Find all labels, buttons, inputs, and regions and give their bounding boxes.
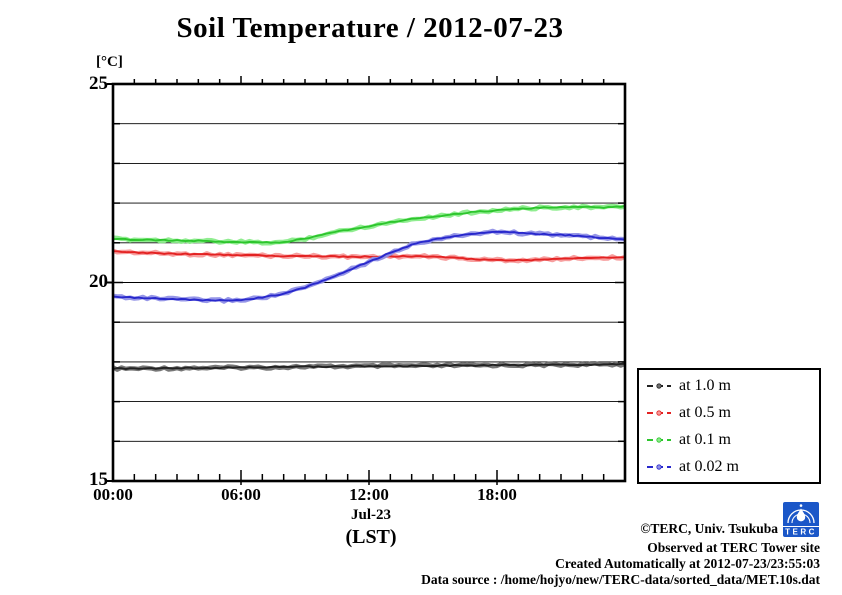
data-source-text: Data source : /home/hojyo/new/TERC-data/… — [421, 572, 820, 587]
y-tick-label-20: 20 — [89, 271, 108, 292]
grid-lines — [113, 123, 625, 442]
series-band-at0.1m — [112, 203, 626, 246]
x-tick-label-0000: 00:00 — [93, 485, 133, 504]
svg-text:TERC: TERC — [785, 528, 817, 537]
x-axis-date-label: Jul-23 — [350, 507, 391, 523]
legend-box: at 1.0 m at 0.5 m at 0.1 m at 0.02 m — [637, 368, 821, 484]
axes-and-ticks — [107, 76, 627, 485]
y-axis-unit-label: [°C] — [96, 54, 123, 70]
observed-at-text: Observed at TERC Tower site — [647, 540, 820, 555]
series-line-at0.5m — [112, 250, 625, 262]
copyright-text: ©TERC, Univ. Tsukuba — [640, 521, 778, 536]
data-series — [111, 203, 626, 372]
legend-item-0.1m: at 0.1 m — [639, 427, 819, 452]
line-point-marker-icon — [647, 409, 671, 416]
y-tick-label-15: 15 — [89, 469, 108, 490]
legend-item-0.02m: at 0.02 m — [639, 454, 819, 479]
created-at-text: Created Automatically at 2012-07-23/23:5… — [555, 556, 820, 571]
series-line-at1.0m — [112, 362, 626, 371]
series-line-at0.1m — [112, 204, 626, 244]
water-drop-icon — [796, 508, 806, 522]
terc-logo: TERC — [783, 502, 819, 537]
x-axis-timezone-label: (LST) — [345, 526, 397, 548]
x-tick-label-1200: 12:00 — [349, 485, 389, 504]
line-point-marker-icon — [647, 436, 671, 443]
chart-title: Soil Temperature / 2012-07-23 — [176, 12, 564, 44]
x-tick-label-0600: 06:00 — [221, 485, 261, 504]
line-point-marker-icon — [647, 463, 671, 470]
y-tick-label-25: 25 — [89, 73, 108, 94]
legend-label: at 0.02 m — [679, 457, 739, 475]
legend-item-1.0m: at 1.0 m — [639, 373, 819, 398]
x-tick-label-1800: 18:00 — [477, 485, 517, 504]
line-point-marker-icon — [647, 382, 671, 389]
series-line-at0.02m — [112, 230, 626, 302]
legend-label: at 0.5 m — [679, 403, 731, 421]
legend-label: at 0.1 m — [679, 430, 731, 448]
legend-label: at 1.0 m — [679, 376, 731, 394]
legend-item-0.5m: at 0.5 m — [639, 400, 819, 425]
